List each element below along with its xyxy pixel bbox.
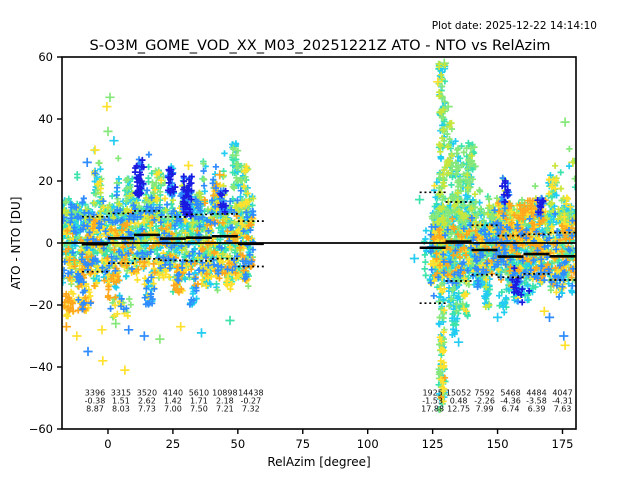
bin-stat-value: -0.38 (85, 397, 106, 406)
bin-stat-value: 3315 (111, 389, 131, 398)
plot-date: Plot date: 2025-12-22 14:14:10 (431, 20, 597, 32)
chart-title: S-O3M_GOME_VOD_XX_M03_20251221Z ATO - NT… (89, 37, 551, 54)
bin-stat-value: 2.62 (138, 397, 156, 406)
bin-stat-value: 8.03 (112, 405, 130, 414)
x-tick-label: 175 (552, 437, 574, 451)
bin-stat-value: -4.36 (500, 397, 521, 406)
bin-stat-value: 5468 (500, 389, 520, 398)
y-axis: −60 −40 −20 0 20 40 60 (29, 50, 62, 436)
x-axis: 0 25 50 75 100 125 150 175 (104, 429, 573, 451)
bin-stat-value: 3396 (85, 389, 105, 398)
bin-stat-value: 10898 (212, 389, 237, 398)
bin-stat-value: 4484 (526, 389, 546, 398)
y-tick-label: −20 (29, 298, 53, 312)
bin-stat-value: 0.48 (450, 397, 468, 406)
bin-stat-value: 7.00 (164, 405, 182, 414)
y-tick-label: 0 (46, 236, 53, 250)
bin-stat-value: -3.58 (526, 397, 547, 406)
y-tick-label: 20 (38, 174, 53, 188)
bin-stat-value: -0.27 (240, 397, 261, 406)
x-tick-label: 100 (357, 437, 379, 451)
bin-stat-value: 7.99 (476, 405, 494, 414)
bin-stat-value: 14438 (238, 389, 263, 398)
bin-stat-value: 1925 (422, 389, 442, 398)
bin-stat-value: -2.26 (474, 397, 495, 406)
x-tick-label: 125 (422, 437, 444, 451)
x-tick-label: 0 (104, 437, 111, 451)
bin-stat-value: 6.39 (528, 405, 546, 414)
y-tick-label: −60 (29, 422, 53, 436)
bin-stat-value: 4047 (552, 389, 572, 398)
bin-stat-lines (81, 191, 576, 305)
bin-stat-value: 7.73 (138, 405, 156, 414)
bin-stat-value: 7.32 (242, 405, 260, 414)
bin-stat-value: 3520 (137, 389, 157, 398)
bin-stat-value: 1.51 (112, 397, 130, 406)
y-tick-label: −40 (29, 360, 53, 374)
x-tick-label: 150 (487, 437, 509, 451)
bin-stat-value: 15052 (446, 389, 471, 398)
bin-stat-value: 7.63 (554, 405, 572, 414)
bin-stat-value: 7.50 (190, 405, 208, 414)
y-tick-label: 40 (38, 112, 53, 126)
x-tick-label: 75 (295, 437, 310, 451)
bin-stat-value: -1.53 (422, 397, 443, 406)
scatter-points-blue (131, 156, 547, 306)
y-tick-label: 60 (38, 50, 53, 64)
bin-stat-value: 7592 (474, 389, 494, 398)
bin-stat-value: 1.42 (164, 397, 182, 406)
bin-stat-value: 2.18 (216, 397, 234, 406)
x-axis-label: RelAzim [degree] (267, 455, 370, 469)
bin-stat-value: 7.21 (216, 405, 234, 414)
bin-stat-value: 5610 (189, 389, 209, 398)
bin-stat-value: 1.71 (190, 397, 208, 406)
x-tick-label: 25 (166, 437, 181, 451)
bin-stat-value: 8.87 (86, 405, 104, 414)
bin-stat-value: 12.75 (447, 405, 470, 414)
x-tick-label: 50 (231, 437, 246, 451)
bin-stat-value: 17.88 (421, 405, 444, 414)
bin-stat-value: 6.74 (502, 405, 520, 414)
bin-stat-value: 4140 (163, 389, 183, 398)
bin-stat-value: -4.31 (552, 397, 573, 406)
y-axis-label: ATO - NTO [DU] (9, 197, 23, 290)
